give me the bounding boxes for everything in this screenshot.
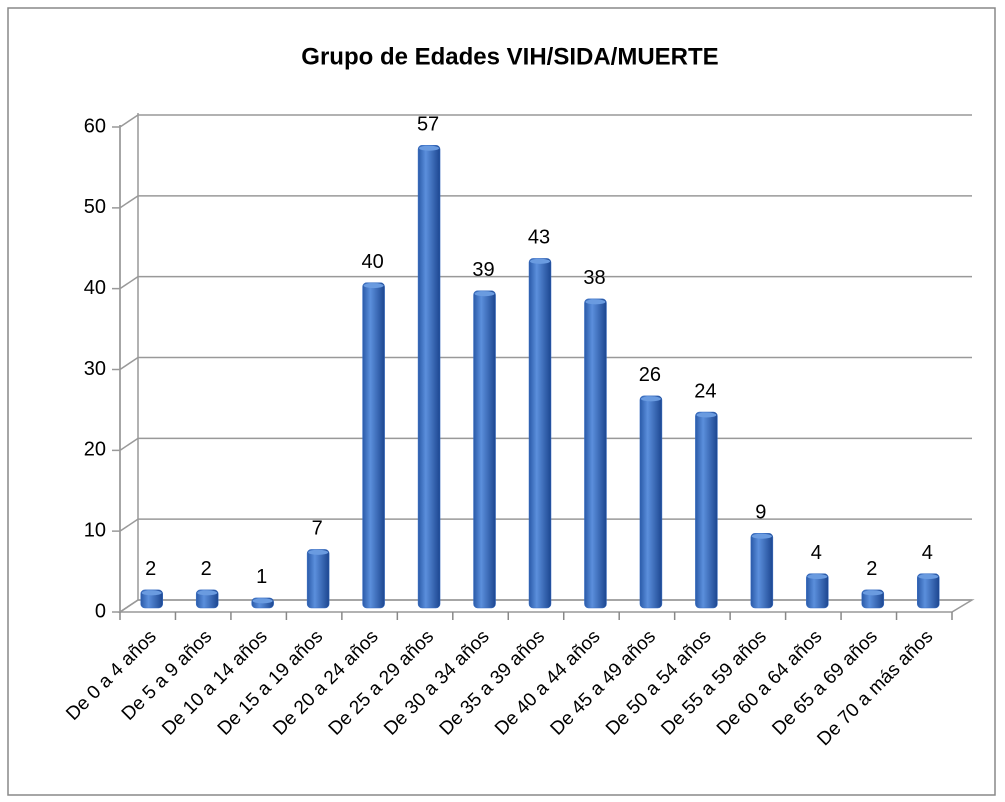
bar [362, 282, 385, 609]
bar [140, 589, 163, 609]
grid-line [112, 195, 972, 209]
bar [473, 290, 496, 609]
bar-top [363, 283, 384, 289]
grid-line [112, 599, 972, 613]
bar-body [750, 533, 774, 609]
bar-top [474, 291, 495, 297]
bar-top [640, 396, 661, 402]
bar [917, 573, 940, 609]
bar-top [530, 258, 550, 264]
chart-border [7, 7, 996, 796]
bar [251, 597, 274, 609]
bar-body [695, 411, 718, 609]
bar [750, 533, 774, 609]
value-label: 57 [417, 114, 439, 136]
value-label: 2 [201, 558, 212, 580]
grid-line [112, 275, 972, 290]
bar [695, 411, 718, 609]
bar [528, 258, 552, 609]
bar [639, 395, 663, 609]
bar [306, 549, 330, 609]
value-label: 4 [922, 542, 933, 564]
bar-top [751, 533, 772, 539]
bar-top [696, 412, 717, 418]
value-label: 26 [639, 364, 661, 386]
bar [195, 589, 219, 609]
grid-line [112, 356, 972, 371]
bar-top [807, 574, 828, 580]
bar [861, 589, 885, 609]
value-label: 4 [811, 542, 822, 564]
bar-top [918, 574, 939, 580]
value-label: 2 [145, 558, 156, 580]
bar-top [585, 299, 606, 305]
bar-top [308, 549, 329, 555]
bar-body [362, 282, 385, 609]
value-label: 2 [866, 558, 877, 580]
bar-body [584, 298, 607, 609]
bar [584, 298, 607, 609]
value-label: 24 [694, 380, 716, 402]
bar-top [141, 590, 162, 596]
y-tick-label: 40 [84, 277, 106, 299]
bar [806, 573, 829, 609]
bar-top [252, 598, 273, 604]
bar-body [528, 258, 552, 609]
y-tick-label: 60 [84, 115, 106, 137]
y-tick-label: 20 [84, 439, 106, 461]
grid-line [112, 114, 972, 128]
bar-body [417, 145, 441, 609]
bar-top [197, 590, 218, 596]
bar-body [806, 573, 829, 609]
value-label: 9 [755, 502, 766, 524]
grid-line [112, 518, 972, 532]
bar-body [473, 290, 496, 609]
bar-body [639, 395, 663, 609]
chart-title: Grupo de Edades VIH/SIDA/MUERTE [301, 43, 718, 70]
bar-top [862, 590, 883, 596]
value-label: 39 [472, 259, 494, 281]
bar-body [917, 573, 940, 609]
grid-line [112, 437, 972, 452]
value-label: 43 [528, 227, 550, 249]
y-tick-label: 30 [84, 358, 106, 380]
y-tick-label: 0 [95, 600, 106, 622]
value-label: 40 [361, 251, 383, 273]
value-label: 7 [312, 518, 323, 540]
bar-top [419, 145, 440, 151]
value-label: 1 [256, 566, 267, 588]
bar-body [306, 549, 330, 609]
value-label: 38 [583, 267, 605, 289]
y-tick-label: 50 [84, 196, 106, 218]
y-tick-label: 10 [84, 519, 106, 541]
bar [417, 145, 441, 609]
